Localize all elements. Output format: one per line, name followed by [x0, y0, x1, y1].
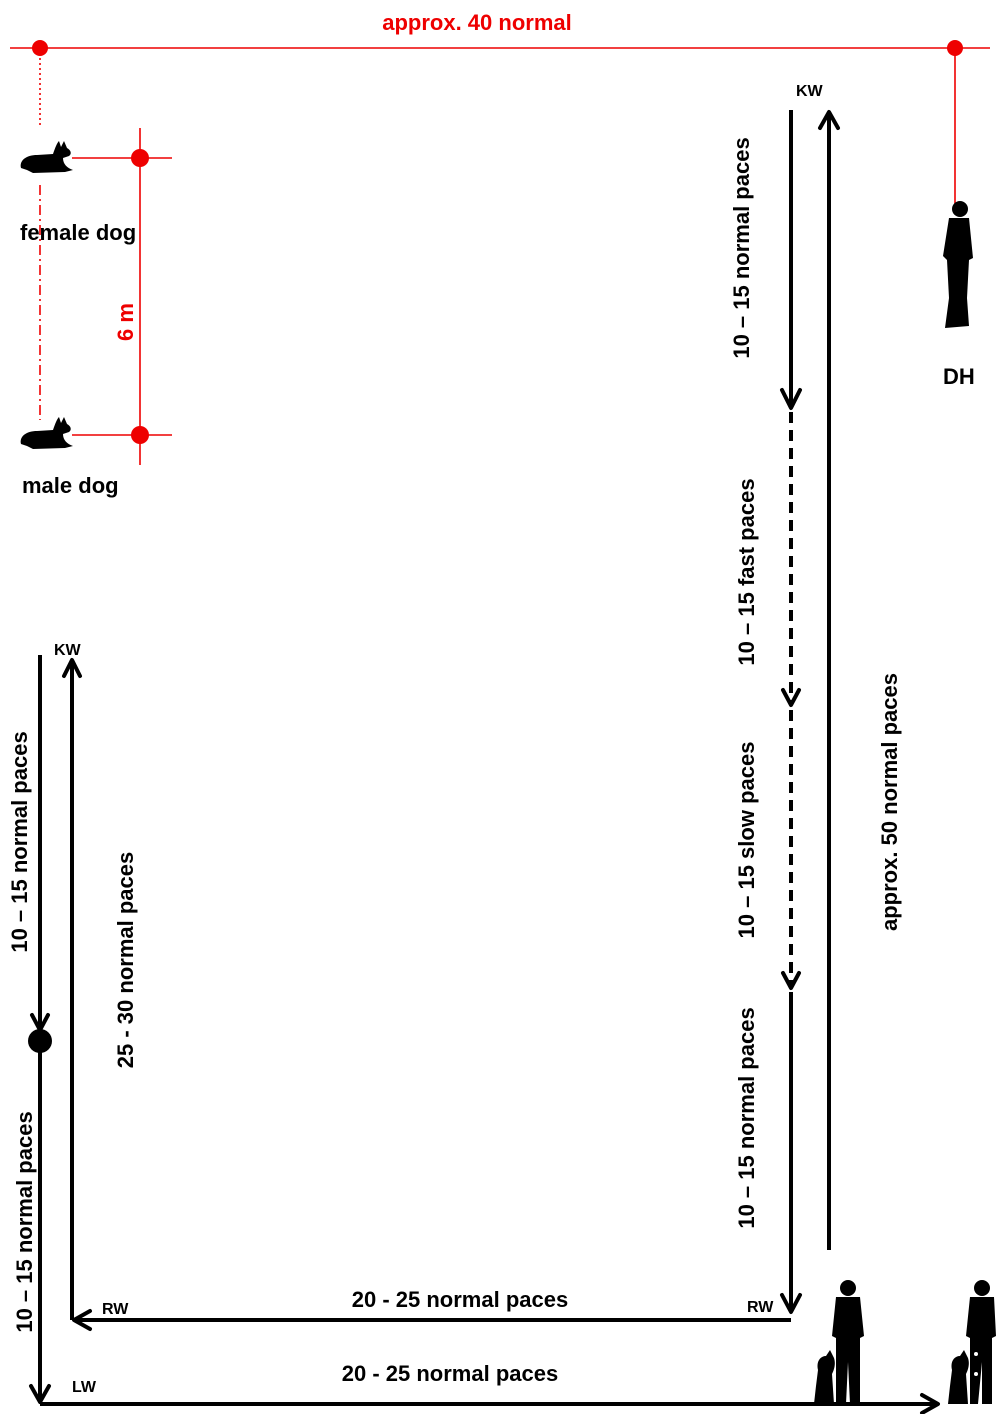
- top-measurement: approx. 40 normal: [10, 10, 990, 205]
- six-m-label: 6 m: [113, 303, 138, 341]
- top-measure-label: approx. 40 normal: [382, 10, 572, 35]
- right-return-arrow: [818, 110, 840, 130]
- right-rw-label: RW: [747, 1299, 774, 1316]
- male-dog-icon: [20, 417, 74, 449]
- left-course: KW 10 – 15 normal paces 10 – 15 normal p…: [7, 642, 138, 1404]
- dog-handler: DH: [943, 201, 975, 389]
- left-seg2-label: 10 – 15 normal paces: [12, 1111, 37, 1332]
- dog-area: 6 m female dog male dog: [20, 128, 172, 498]
- female-dog-dot: [131, 149, 149, 167]
- bottom-upper-label: 20 - 25 normal paces: [352, 1287, 568, 1312]
- right-seg4-label: 10 – 15 normal paces: [734, 1007, 759, 1228]
- right-seg1-label: 10 – 15 normal paces: [729, 137, 754, 358]
- male-dog-dot: [131, 426, 149, 444]
- bottom-paths: 20 - 25 normal paces 20 - 25 normal pace…: [40, 1287, 940, 1415]
- female-dog-icon: [20, 141, 74, 173]
- top-right-dot: [947, 40, 963, 56]
- right-return-label: approx. 50 normal paces: [877, 673, 902, 931]
- female-dog-label: female dog: [20, 220, 136, 245]
- right-seg3-label: 10 – 15 slow paces: [734, 742, 759, 939]
- right-seg2-label: 10 – 15 fast paces: [734, 478, 759, 665]
- handler-dog-pair-2: [948, 1280, 996, 1404]
- bottom-lower-label: 20 - 25 normal paces: [342, 1361, 558, 1386]
- left-return-label: 25 - 30 normal paces: [113, 852, 138, 1068]
- bottom-upper-arrow: [72, 1309, 92, 1331]
- handler-dog-pair-1: [814, 1280, 864, 1404]
- right-seg3-arrow: [781, 971, 801, 990]
- left-kw-label: KW: [54, 642, 82, 659]
- handler-icon: [943, 201, 973, 328]
- right-course: KW 10 – 15 normal paces 10 – 15 fast pac…: [729, 83, 902, 1316]
- left-return-arrow: [62, 658, 82, 678]
- right-seg2-arrow: [781, 688, 801, 707]
- male-dog-label: male dog: [22, 473, 119, 498]
- left-seg1-label: 10 – 15 normal paces: [7, 731, 32, 952]
- left-midpoint-dot: [28, 1029, 52, 1053]
- right-seg4-arrow: [780, 1293, 802, 1314]
- left-rw-label: RW: [102, 1301, 129, 1318]
- handler-label: DH: [943, 364, 975, 389]
- left-lw-label: LW: [72, 1379, 97, 1396]
- right-kw-label: KW: [796, 83, 824, 100]
- bottom-lower-arrow: [920, 1393, 940, 1415]
- right-seg1-arrow: [780, 388, 802, 410]
- top-left-dot: [32, 40, 48, 56]
